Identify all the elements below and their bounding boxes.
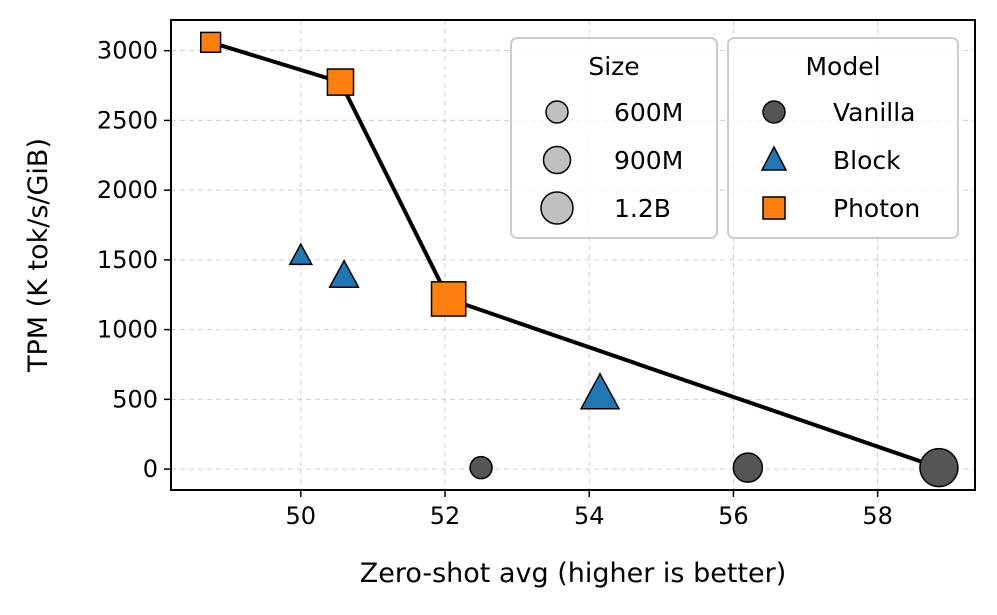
y-tick-label: 2500: [97, 106, 158, 134]
y-axis-label: TPM (K tok/s/GiB): [23, 138, 54, 373]
legend-size-600m-marker: [545, 100, 569, 124]
photon-600m-point: [200, 31, 222, 53]
frontier-layer: [210, 40, 940, 470]
legend-model-title: Model: [805, 52, 880, 81]
legend-model-block-marker: [760, 145, 788, 171]
axis-ticks: 50 52 54 56 58 0 500 1000 1500 2000 2500 3000: [97, 37, 893, 530]
x-tick-label: 50: [286, 502, 317, 530]
legend-model-photon-marker: [762, 196, 786, 220]
x-tick-label: 52: [430, 502, 461, 530]
block-600m-point: [288, 242, 314, 266]
legend-size-1.2b-marker: [540, 191, 574, 225]
data-points: [200, 31, 959, 488]
legend-model: Model Vanilla Block Photon: [727, 37, 959, 239]
pareto-frontier-line: [210, 40, 940, 470]
y-tick-label: 1000: [97, 316, 158, 344]
legend-size-600m-label: 600M: [614, 98, 683, 127]
legend-model-vanilla-marker: [762, 100, 786, 124]
vanilla-900m-point: [732, 452, 764, 483]
y-tick-label: 500: [112, 385, 158, 413]
legend-model-photon-label: Photon: [833, 194, 920, 223]
x-tick-label: 54: [574, 502, 605, 530]
x-tick-label: 56: [718, 502, 749, 530]
y-tick-label: 0: [143, 455, 158, 483]
x-tick-label: 58: [862, 502, 893, 530]
y-tick-label: 3000: [97, 37, 158, 65]
legend-model-box: [727, 37, 959, 239]
photon-1.2b-point: [430, 281, 467, 317]
legend-model-vanilla-label: Vanilla: [833, 98, 915, 127]
legend-size-box: [510, 37, 718, 239]
plot-frame: [170, 19, 976, 491]
legend-size-900m-label: 900M: [614, 146, 683, 175]
vanilla-1.2b-point: [919, 447, 959, 488]
legend-size-900m-marker: [542, 145, 572, 175]
vanilla-600m-point: [469, 455, 493, 480]
photon-900m-point: [326, 68, 355, 96]
y-tick-label: 1500: [97, 246, 158, 274]
legend-model-block-label: Block: [833, 146, 901, 175]
legend-size-1.2b-label: 1.2B: [614, 194, 671, 223]
legend-size-title: Size: [588, 52, 639, 81]
y-tick-label: 2000: [97, 176, 158, 204]
block-1.2b-point: [579, 372, 621, 410]
x-axis-label: Zero-shot avg (higher is better): [360, 558, 787, 589]
legend-size: Size 600M 900M 1.2B: [510, 37, 718, 239]
block-900m-point: [328, 259, 360, 289]
